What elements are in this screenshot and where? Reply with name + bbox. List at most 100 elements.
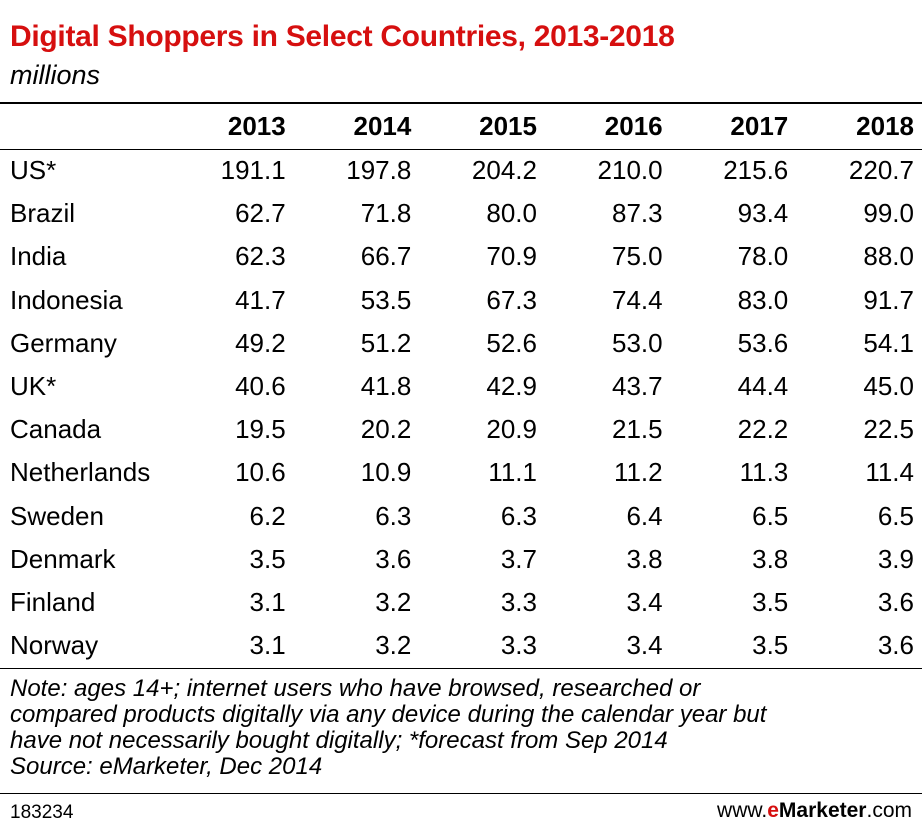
country-label: India	[10, 241, 67, 272]
value-cell: 11.4	[865, 457, 914, 488]
header-corner	[0, 104, 160, 149]
table-row: Brazil 62.7 71.8 80.0 87.3 93.4 99.0	[0, 192, 914, 235]
value-cell: 78.0	[737, 241, 789, 272]
value-cell: 53.5	[360, 284, 412, 315]
value-cell: 11.3	[739, 457, 789, 488]
value-cell: 11.2	[613, 457, 663, 488]
country-label: Netherlands	[10, 457, 151, 488]
value-cell: 67.3	[486, 284, 537, 315]
value-cell: 52.6	[486, 327, 537, 358]
table-row: Norway 3.1 3.2 3.3 3.4 3.5 3.6	[0, 624, 914, 667]
value-cell: 6.5	[752, 500, 789, 531]
value-cell: 43.7	[612, 371, 663, 402]
value-cell: 62.7	[235, 198, 286, 229]
value-cell: 191.1	[220, 155, 286, 185]
table-row: Indonesia 41.7 53.5 67.3 74.4 83.0 91.7	[0, 279, 914, 322]
value-cell: 204.2	[471, 155, 537, 185]
value-cell: 21.5	[612, 414, 663, 445]
value-cell: 22.2	[737, 414, 789, 445]
value-cell: 42.9	[486, 371, 537, 402]
country-label: Canada	[10, 414, 102, 445]
table-row: India 62.3 66.7 70.9 75.0 78.0 88.0	[0, 235, 914, 278]
country-label: UK*	[10, 371, 57, 402]
value-cell: 41.8	[360, 371, 412, 402]
value-cell: 3.2	[375, 587, 412, 618]
value-cell: 3.1	[249, 587, 286, 618]
brand-e: e	[767, 799, 779, 822]
value-cell: 3.8	[752, 543, 789, 574]
value-cell: 6.4	[626, 500, 663, 531]
brand-prefix: www.	[717, 799, 768, 822]
value-cell: 10.9	[360, 457, 412, 488]
value-cell: 74.4	[612, 284, 663, 315]
value-cell: 80.0	[486, 198, 537, 229]
note-line: have not necessarily bought digitally; *…	[10, 727, 668, 754]
value-cell: 83.0	[737, 284, 789, 315]
table-body: US* 191.1 197.8 204.2 210.0 215.6 220.7 Brazil 6…	[0, 149, 914, 667]
value-cell: 22.5	[863, 414, 914, 445]
header-rule	[0, 149, 922, 150]
country-label: Indonesia	[10, 284, 123, 315]
header-row: 2013 2014 2015 2016 2017 2018	[0, 104, 914, 149]
value-cell: 3.2	[375, 630, 412, 661]
country-label: Sweden	[10, 500, 104, 531]
country-label: Brazil	[10, 198, 76, 229]
data-table: 2013 2014 2015 2016 2017 2018 US* 191.1 19…	[0, 104, 914, 667]
table-bottom-rule	[0, 668, 922, 669]
year-header: 2016	[604, 111, 663, 141]
value-cell: 6.3	[500, 500, 537, 531]
value-cell: 3.3	[500, 587, 537, 618]
value-cell: 3.7	[500, 543, 537, 574]
value-cell: 49.2	[235, 327, 286, 358]
footer-rule	[0, 793, 922, 794]
value-cell: 220.7	[848, 155, 914, 185]
value-cell: 75.0	[612, 241, 663, 272]
table-row: US* 191.1 197.8 204.2 210.0 215.6 220.7	[0, 149, 914, 192]
value-cell: 3.6	[877, 587, 914, 618]
value-cell: 70.9	[486, 241, 537, 272]
value-cell: 6.5	[877, 500, 914, 531]
value-cell: 3.5	[249, 543, 286, 574]
year-header: 2018	[856, 111, 914, 141]
source-line: Source: eMarketer, Dec 2014	[10, 753, 323, 780]
note-line: compared products digitally via any devi…	[10, 701, 767, 728]
country-label: Norway	[10, 630, 99, 661]
value-cell: 20.2	[360, 414, 412, 445]
value-cell: 53.0	[612, 327, 663, 358]
table-row: UK* 40.6 41.8 42.9 43.7 44.4 45.0	[0, 365, 914, 408]
value-cell: 87.3	[612, 198, 663, 229]
value-cell: 54.1	[863, 327, 914, 358]
value-cell: 3.1	[249, 630, 286, 661]
chart-subtitle: millions	[10, 60, 101, 90]
note-line: Note: ages 14+; internet users who have …	[10, 675, 701, 702]
table-row: Denmark 3.5 3.6 3.7 3.8 3.8 3.9	[0, 538, 914, 581]
year-header: 2014	[353, 111, 412, 141]
country-label: Germany	[10, 327, 117, 358]
value-cell: 6.3	[375, 500, 412, 531]
value-cell: 3.6	[877, 630, 914, 661]
value-cell: 3.9	[877, 543, 914, 574]
year-header: 2013	[227, 111, 286, 141]
value-cell: 71.8	[360, 198, 412, 229]
table-row: Sweden 6.2 6.3 6.3 6.4 6.5 6.5	[0, 495, 914, 538]
brand-name: Marketer	[778, 799, 867, 822]
value-cell: 53.6	[737, 327, 789, 358]
value-cell: 93.4	[737, 198, 789, 229]
value-cell: 41.7	[235, 284, 286, 315]
value-cell: 20.9	[486, 414, 537, 445]
value-cell: 40.6	[235, 371, 286, 402]
value-cell: 51.2	[360, 327, 412, 358]
brand-logo: www.eMarketer.com	[717, 799, 912, 823]
value-cell: 11.1	[488, 457, 537, 488]
value-cell: 3.4	[626, 630, 663, 661]
value-cell: 3.3	[500, 630, 537, 661]
value-cell: 88.0	[863, 241, 914, 272]
value-cell: 10.6	[235, 457, 286, 488]
table-row: Germany 49.2 51.2 52.6 53.0 53.6 54.1	[0, 322, 914, 365]
year-header: 2015	[479, 111, 537, 141]
table-row: Canada 19.5 20.2 20.9 21.5 22.2 22.5	[0, 408, 914, 451]
chart-title: Digital Shoppers in Select Countries, 20…	[10, 20, 675, 53]
chart-id: 183234	[10, 802, 74, 823]
value-cell: 99.0	[863, 198, 914, 229]
top-rule	[0, 102, 922, 104]
